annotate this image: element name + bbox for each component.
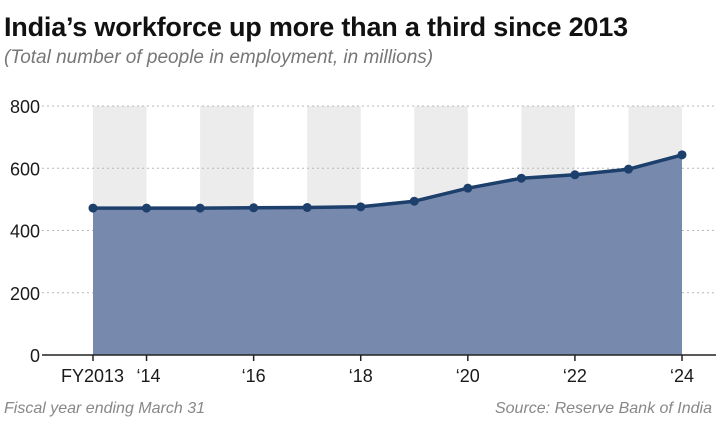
data-point <box>570 170 580 180</box>
x-tick-label: ‘16 <box>242 366 266 386</box>
data-points <box>88 150 687 213</box>
data-point <box>142 203 152 213</box>
employment-line <box>93 153 683 210</box>
y-tick-label: 800 <box>10 97 40 117</box>
chart-area: 0 200 400 600 800 FY2013 ‘14 ‘16 ‘18 ‘20 ‘22 ‘24 <box>10 97 716 386</box>
source-note: Source: Reserve Bank of India <box>494 400 712 417</box>
employment-area <box>93 154 682 355</box>
x-tick-label: ‘22 <box>563 366 587 386</box>
x-tick-label: ‘14 <box>137 366 161 386</box>
y-tick-label: 600 <box>10 159 40 179</box>
y-axis-labels: 0 200 400 600 800 <box>10 97 40 366</box>
data-point <box>463 183 473 193</box>
y-tick-label: 200 <box>10 284 40 304</box>
data-point <box>623 164 633 174</box>
x-tick-label: ‘18 <box>349 366 373 386</box>
x-tick-label: ‘24 <box>670 366 694 386</box>
data-point <box>195 203 205 213</box>
data-point <box>302 202 312 212</box>
y-tick-label: 0 <box>30 346 40 366</box>
footnote: Fiscal year ending March 31 <box>4 400 205 417</box>
chart-subtitle: (Total number of people in employment, i… <box>4 47 434 68</box>
data-point <box>677 150 687 160</box>
data-point <box>356 202 366 212</box>
x-tick-label: ‘20 <box>456 366 480 386</box>
chart-title: India’s workforce up more than a third s… <box>4 12 628 42</box>
data-point <box>516 173 526 183</box>
data-point <box>409 196 419 206</box>
y-tick-label: 400 <box>10 222 40 242</box>
data-point <box>249 203 259 213</box>
x-tick-label: FY2013 <box>61 366 124 386</box>
x-axis-labels: FY2013 ‘14 ‘16 ‘18 ‘20 ‘22 ‘24 <box>61 366 694 386</box>
data-point <box>88 203 98 213</box>
x-axis-ticks <box>92 355 683 361</box>
